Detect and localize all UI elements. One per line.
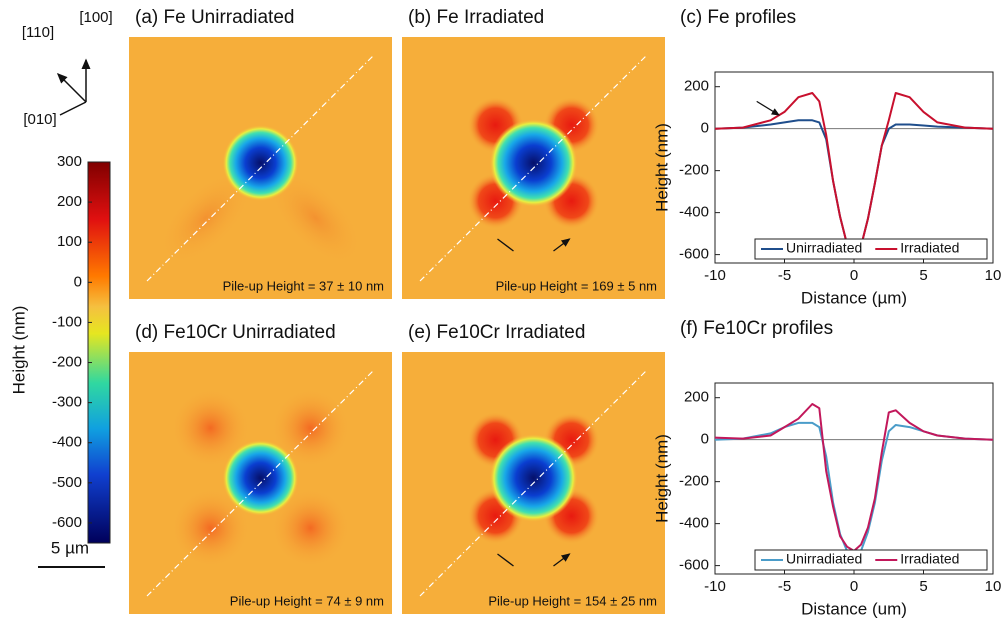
y-axis-label: Height (nm) — [652, 434, 671, 523]
profile-line — [419, 54, 648, 282]
x-tick-label: 10 — [985, 267, 1002, 284]
panel-title: (e) Fe10Cr Irradiated — [408, 322, 585, 343]
pile-up-lobe — [268, 170, 363, 266]
colorbar-tick-label: -200 — [52, 353, 82, 370]
annotation-arrow — [756, 100, 780, 116]
pile-up-lobe — [158, 170, 253, 266]
colorbar — [87, 161, 111, 544]
panel-title: (c) Fe profiles — [680, 7, 796, 28]
arrow — [497, 238, 514, 252]
y-tick-label: -400 — [679, 515, 709, 532]
pile-up-lobe — [170, 488, 251, 568]
annotation: Pile-up Height = 154 ± 25 nm — [488, 593, 657, 608]
arrow — [553, 238, 571, 252]
colorbar-tick-label: -300 — [52, 394, 82, 411]
colorbar-tick-label: -400 — [52, 434, 82, 451]
legend-label: Unirradiated — [786, 240, 862, 256]
annotation: Pile-up Height = 169 ± 5 nm — [496, 278, 657, 293]
indent — [222, 440, 299, 516]
arrow — [497, 553, 514, 567]
legend-label: Irradiated — [900, 240, 959, 256]
x-tick-label: 5 — [919, 578, 927, 595]
direction-label: [100] — [79, 9, 112, 26]
scale-bar-label: 5 µm — [51, 538, 89, 557]
y-tick-label: 0 — [701, 120, 709, 137]
colorbar-tick-label: -100 — [52, 313, 82, 330]
x-tick-label: 0 — [850, 267, 858, 284]
series-line — [714, 119, 994, 256]
y-tick-label: 200 — [684, 389, 709, 406]
indent — [489, 119, 578, 207]
y-tick-label: -600 — [679, 246, 709, 263]
x-axis-label: Distance (um) — [801, 599, 907, 618]
x-tick-label: 10 — [985, 578, 1002, 595]
x-tick-label: -5 — [778, 267, 791, 284]
series-line — [714, 92, 994, 258]
x-tick-label: -5 — [778, 578, 791, 595]
y-axis-label: Height (nm) — [652, 123, 671, 212]
series-line — [714, 421, 994, 559]
y-tick-label: 0 — [701, 431, 709, 448]
panel-title: (b) Fe Irradiated — [408, 7, 544, 28]
colorbar-tick-label: -500 — [52, 474, 82, 491]
y-tick-label: -600 — [679, 557, 709, 574]
y-tick-label: -200 — [679, 162, 709, 179]
legend-label: Irradiated — [900, 551, 959, 567]
annotation: Pile-up Height = 37 ± 10 nm — [223, 278, 384, 293]
afm-image — [402, 352, 665, 614]
profile-line — [146, 54, 375, 282]
y-tick-label: -400 — [679, 204, 709, 221]
plot-frame — [714, 71, 994, 264]
y-tick-label: -200 — [679, 473, 709, 490]
series-line — [714, 403, 994, 552]
indent — [222, 125, 299, 201]
profile-line — [419, 369, 648, 597]
colorbar-label: Height (nm) — [9, 306, 28, 395]
direction-label: [110] — [22, 24, 54, 41]
x-tick-label: -10 — [704, 578, 726, 595]
legend — [754, 549, 988, 571]
afm-image — [129, 352, 392, 614]
profile-line — [146, 369, 375, 597]
pile-up-lobe — [170, 388, 251, 468]
x-tick-label: -10 — [704, 267, 726, 284]
y-tick-label: 200 — [684, 78, 709, 95]
colorbar-tick-label: 200 — [57, 193, 82, 210]
indent — [489, 434, 578, 522]
annotation: Pile-up Height = 74 ± 9 nm — [230, 593, 384, 608]
orientation-glyph — [56, 58, 91, 116]
direction-label: [010] — [23, 111, 56, 128]
colorbar-tick-label: 300 — [57, 153, 82, 170]
colorbar-tick-label: -600 — [52, 514, 82, 531]
x-tick-label: 0 — [850, 578, 858, 595]
colorbar-tick-label: 0 — [74, 273, 82, 290]
afm-image — [402, 37, 665, 299]
colorbar-tick-label: 100 — [57, 233, 82, 250]
afm-image — [129, 37, 392, 299]
x-tick-label: 5 — [919, 267, 927, 284]
arrow — [553, 553, 571, 567]
panel-title: (d) Fe10Cr Unirradiated — [135, 322, 336, 343]
legend-label: Unirradiated — [786, 551, 862, 567]
legend — [754, 238, 988, 260]
x-axis-label: Distance (µm) — [801, 288, 907, 307]
pile-up-lobe — [270, 488, 351, 568]
plot-frame — [714, 382, 994, 575]
panel-title: (f) Fe10Cr profiles — [680, 318, 833, 339]
panel-title: (a) Fe Unirradiated — [135, 7, 294, 28]
pile-up-lobe — [270, 388, 351, 468]
